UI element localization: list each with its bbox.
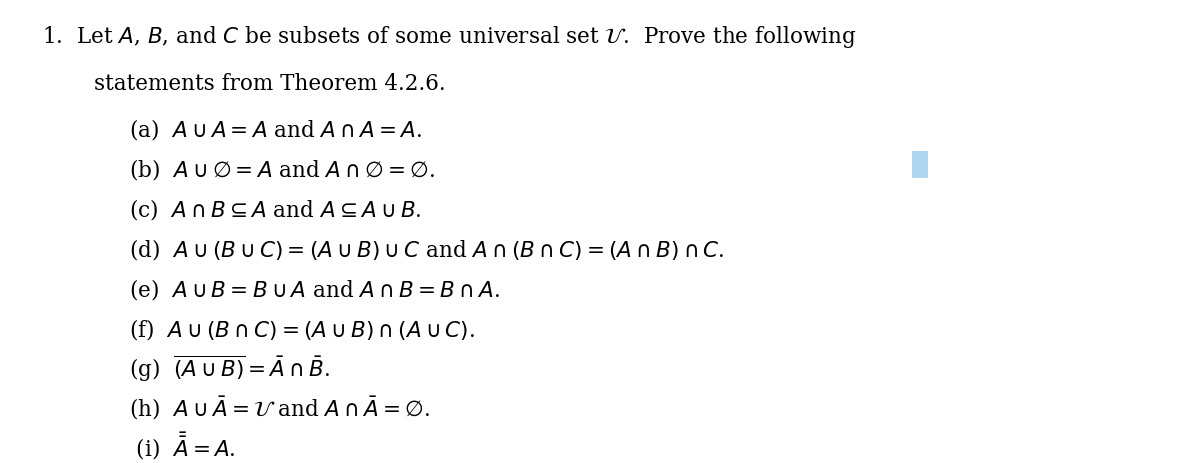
FancyBboxPatch shape (912, 151, 928, 178)
Text: (c)  $A \cap B \subseteq A$ and $A \subseteq A \cup B$.: (c) $A \cap B \subseteq A$ and $A \subse… (130, 197, 422, 222)
Text: (i)  $\bar{\bar{A}} = A$.: (i) $\bar{\bar{A}} = A$. (130, 431, 236, 462)
Text: (a)  $A \cup A = A$ and $A \cap A = A$.: (a) $A \cup A = A$ and $A \cap A = A$. (130, 117, 422, 142)
Text: (d)  $A \cup (B \cup C) = (A \cup B) \cup C$ and $A \cap (B \cap C) = (A \cap B): (d) $A \cup (B \cup C) = (A \cup B) \cup… (130, 237, 725, 262)
Text: statements from Theorem 4.2.6.: statements from Theorem 4.2.6. (94, 73, 445, 95)
Text: (e)  $A \cup B = B \cup A$ and $A \cap B = B \cap A$.: (e) $A \cup B = B \cup A$ and $A \cap B … (130, 277, 500, 302)
Text: 1.  Let $A$, $B$, and $C$ be subsets of some universal set $\mathcal{U}$.  Prove: 1. Let $A$, $B$, and $C$ be subsets of s… (42, 24, 857, 50)
Text: (f)  $A \cup (B \cap C) = (A \cup B) \cap (A \cup C)$.: (f) $A \cup (B \cap C) = (A \cup B) \cap… (130, 317, 475, 342)
Text: (h)  $A \cup \bar{A} = \mathcal{U}$ and $A \cap \bar{A} = \emptyset$.: (h) $A \cup \bar{A} = \mathcal{U}$ and $… (130, 395, 431, 422)
Text: (b)  $A \cup \emptyset = A$ and $A \cap \emptyset = \emptyset$.: (b) $A \cup \emptyset = A$ and $A \cap \… (130, 157, 436, 182)
Text: (g)  $\overline{(A \cup B)} = \bar{A} \cap \bar{B}$.: (g) $\overline{(A \cup B)} = \bar{A} \ca… (130, 353, 330, 384)
